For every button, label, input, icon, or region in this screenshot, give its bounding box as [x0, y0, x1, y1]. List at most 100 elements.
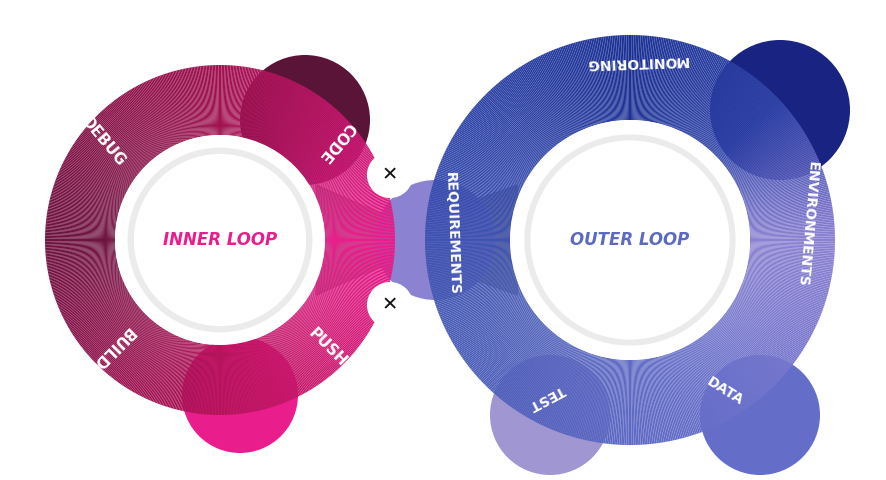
- Wedge shape: [737, 292, 814, 330]
- Wedge shape: [680, 54, 718, 132]
- Wedge shape: [425, 218, 510, 228]
- Wedge shape: [324, 245, 394, 249]
- Wedge shape: [482, 96, 544, 156]
- Wedge shape: [505, 76, 557, 145]
- Wedge shape: [425, 251, 510, 260]
- Wedge shape: [47, 256, 116, 269]
- Wedge shape: [85, 307, 139, 352]
- Wedge shape: [215, 345, 218, 415]
- Wedge shape: [428, 263, 512, 281]
- Wedge shape: [431, 270, 514, 293]
- Wedge shape: [653, 358, 672, 441]
- Wedge shape: [508, 336, 559, 406]
- Wedge shape: [259, 337, 287, 402]
- Wedge shape: [447, 145, 523, 186]
- Wedge shape: [82, 132, 137, 176]
- Wedge shape: [455, 132, 528, 177]
- Wedge shape: [624, 360, 627, 445]
- Wedge shape: [63, 286, 126, 318]
- Wedge shape: [613, 360, 621, 444]
- Wedge shape: [719, 104, 784, 161]
- Wedge shape: [285, 322, 330, 377]
- Wedge shape: [323, 254, 393, 264]
- Wedge shape: [289, 319, 336, 372]
- Wedge shape: [749, 246, 834, 252]
- Wedge shape: [271, 331, 307, 392]
- Wedge shape: [694, 67, 741, 139]
- Wedge shape: [251, 72, 272, 140]
- Wedge shape: [291, 111, 339, 163]
- Wedge shape: [549, 350, 583, 430]
- Wedge shape: [159, 75, 184, 142]
- Wedge shape: [498, 82, 553, 148]
- Wedge shape: [315, 283, 379, 312]
- Wedge shape: [46, 252, 116, 261]
- Wedge shape: [137, 333, 171, 395]
- Wedge shape: [102, 317, 150, 370]
- Wedge shape: [179, 342, 196, 410]
- Wedge shape: [323, 204, 391, 219]
- Wedge shape: [164, 73, 187, 141]
- Wedge shape: [501, 334, 556, 402]
- Wedge shape: [743, 177, 825, 204]
- Wedge shape: [244, 342, 260, 410]
- Wedge shape: [270, 87, 306, 149]
- Wedge shape: [750, 242, 834, 245]
- Wedge shape: [650, 358, 666, 442]
- Wedge shape: [293, 314, 344, 365]
- Wedge shape: [289, 108, 336, 161]
- Wedge shape: [730, 304, 802, 352]
- Wedge shape: [288, 107, 334, 161]
- Wedge shape: [540, 55, 578, 132]
- Wedge shape: [530, 60, 572, 135]
- Wedge shape: [669, 47, 699, 127]
- Wedge shape: [611, 360, 620, 444]
- Wedge shape: [237, 67, 249, 136]
- Wedge shape: [87, 308, 141, 355]
- Wedge shape: [424, 233, 509, 237]
- Wedge shape: [324, 223, 394, 231]
- Wedge shape: [105, 319, 152, 373]
- Wedge shape: [181, 342, 197, 411]
- Wedge shape: [721, 108, 788, 164]
- Wedge shape: [49, 263, 118, 279]
- Wedge shape: [318, 177, 384, 203]
- Wedge shape: [685, 346, 726, 422]
- Wedge shape: [438, 283, 517, 315]
- Wedge shape: [285, 103, 330, 158]
- Wedge shape: [750, 241, 834, 243]
- Wedge shape: [282, 98, 323, 156]
- Wedge shape: [463, 311, 533, 362]
- Wedge shape: [726, 311, 795, 362]
- Wedge shape: [446, 148, 522, 187]
- Wedge shape: [168, 340, 190, 408]
- Wedge shape: [292, 315, 342, 366]
- Wedge shape: [714, 324, 775, 385]
- Wedge shape: [61, 165, 125, 196]
- Wedge shape: [657, 41, 679, 123]
- Wedge shape: [297, 311, 348, 360]
- Wedge shape: [114, 99, 158, 156]
- Wedge shape: [305, 300, 363, 342]
- Wedge shape: [161, 74, 185, 141]
- Wedge shape: [737, 152, 815, 189]
- Wedge shape: [739, 287, 818, 322]
- Wedge shape: [494, 330, 551, 395]
- Wedge shape: [286, 321, 331, 376]
- Wedge shape: [51, 190, 120, 211]
- Wedge shape: [322, 201, 391, 217]
- Wedge shape: [320, 272, 386, 294]
- Wedge shape: [313, 288, 375, 322]
- Wedge shape: [495, 331, 551, 396]
- Wedge shape: [501, 78, 556, 146]
- Wedge shape: [217, 345, 219, 415]
- Wedge shape: [424, 243, 509, 247]
- Wedge shape: [50, 198, 118, 216]
- Wedge shape: [749, 220, 833, 229]
- Text: BUILD: BUILD: [89, 324, 136, 372]
- Wedge shape: [747, 199, 830, 217]
- Wedge shape: [744, 274, 826, 300]
- Wedge shape: [431, 187, 514, 210]
- Wedge shape: [663, 355, 688, 437]
- Wedge shape: [229, 66, 238, 135]
